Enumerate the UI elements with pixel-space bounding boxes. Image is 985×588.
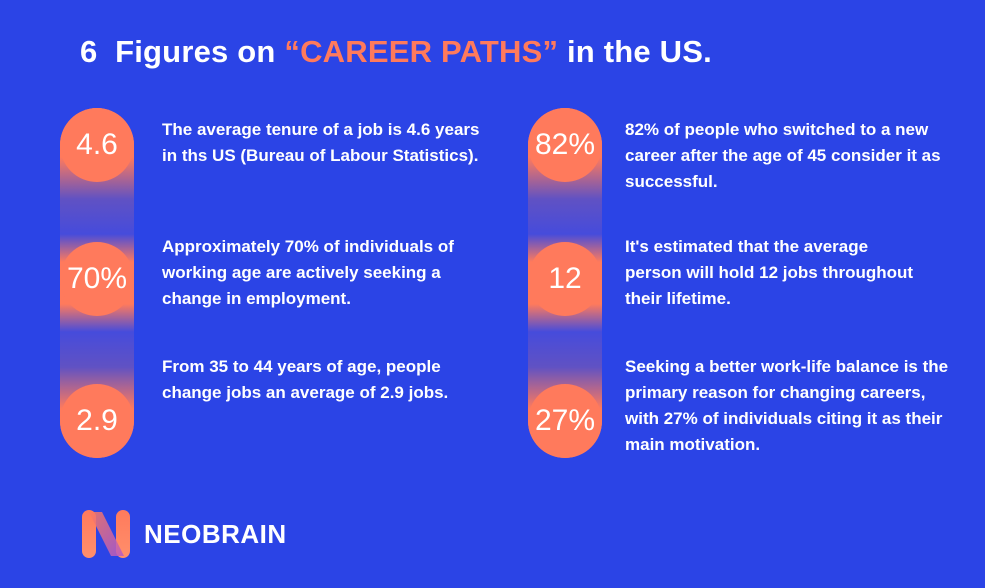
- stat-circle-left-2: 70%: [60, 242, 134, 316]
- brand-name: NEOBRAIN: [144, 518, 287, 549]
- stat-circle-left-3: 2.9: [60, 384, 134, 458]
- stat-circle-left-1: 4.6: [60, 108, 134, 182]
- stat-circle-right-2: 12: [528, 242, 602, 316]
- neobrain-n-logo-icon: [82, 510, 130, 558]
- fact-text-right-1: 82% of people who switched to a new care…: [625, 120, 941, 191]
- brand-logo: NEOBRAIN: [80, 508, 287, 560]
- page-title: 6 Figures on “CAREER PATHS” in the US.: [80, 34, 712, 70]
- stat-circle-right-1: 82%: [528, 108, 602, 182]
- fact-text-left-1: The average tenure of a job is 4.6 years…: [162, 120, 480, 165]
- title-highlight: “CAREER PATHS”: [284, 34, 559, 69]
- fact-text-left-2: Approximately 70% of individuals of work…: [162, 237, 454, 308]
- title-prefix: Figures on: [115, 34, 276, 69]
- fact-text-left-3: From 35 to 44 years of age, people chang…: [162, 357, 449, 402]
- title-suffix: in the US.: [566, 34, 712, 69]
- title-number: 6: [80, 34, 98, 69]
- fact-text-right-3: Seeking a better work-life balance is th…: [625, 357, 949, 454]
- stat-circle-right-3: 27%: [528, 384, 602, 458]
- fact-text-right-2: It's estimated that the average person w…: [625, 237, 914, 308]
